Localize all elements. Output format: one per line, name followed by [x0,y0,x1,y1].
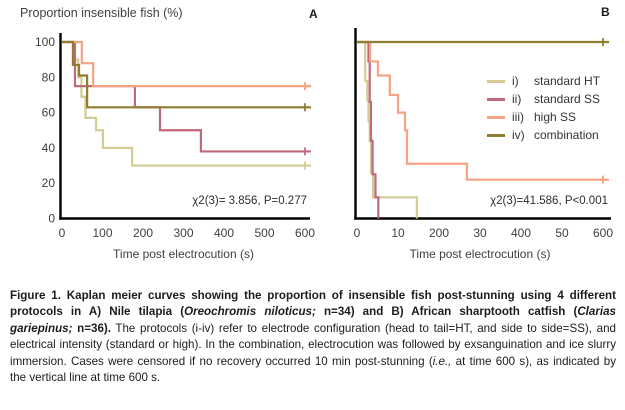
x-tick-label: 0 [59,226,66,240]
legend-prefix: i) [512,74,519,88]
censor-marker-iii-high-ss [301,82,309,91]
x-tick-label: 100 [92,226,112,240]
x-axis-title-b: Time post electrocution (s) [409,247,551,261]
x-tick-label: 300 [173,226,193,240]
censor-marker-iv-combination [599,38,607,46]
caption-bold-text: n=34) and B) African sharptooth catfish … [315,305,578,319]
x-tick-label: 600 [295,226,315,240]
y-tick-label: 80 [42,70,56,84]
caption-species-tilapia: Oreochromis niloticus; [184,305,316,319]
caption-regular-text: The protocols (i-iv) refer to electrode … [10,321,616,368]
x-tick-label: 50 [555,226,569,240]
legend-label: combination [534,128,599,142]
legend-swatch-high-ss [487,115,505,119]
x-tick-label: 200 [429,226,449,240]
caption-regular-text: at time 600 s), as indicated by the vert… [10,354,617,385]
caption-ie-abbrev: i.e., [432,354,452,368]
legend-prefix: iv) [512,128,525,142]
figure-caption: Figure 1. Kaplan meier curves showing th… [10,288,616,386]
caption-species-catfish: Clarias gariepinus; [10,305,616,335]
curve-iv-combination [62,40,311,109]
y-tick-label: 0 [48,212,55,226]
legend-item-high-ss: iii) high SS [487,108,600,126]
legend-label: high SS [534,110,577,124]
chi-square-annotation-a: χ2(3)= 3.856, P=0.277 [192,195,307,207]
censor-marker-iii-high-ss [599,175,607,184]
x-tick-label: 30 [473,226,487,240]
panel-letter-a: A [309,7,318,21]
x-axis-title-a: Time post electrocution (s) [113,247,254,261]
caption-bold-text: Figure 1. Kaplan meier curves showing th… [10,289,616,319]
x-tick-label: 10 [391,226,405,240]
y-tick-label: 40 [42,141,56,155]
y-axis-title: Proportion insensible fish (%) [20,6,183,20]
x-tick-label: 500 [254,226,274,240]
caption-bold-text: n=36). [72,321,111,335]
legend-prefix: ii) [512,92,522,106]
legend-item-standard-ss: ii) standard SS [487,90,600,108]
legend: i) standard HT ii) standard SS iii) high… [487,72,600,144]
x-tick-label: 400 [511,226,531,240]
y-tick-label: 60 [42,106,56,120]
curve-i-standard-ht [62,40,311,167]
curve-iii-high-ss [357,40,609,181]
curve-iii-high-ss [62,40,311,88]
x-tick-label: 400 [214,226,234,240]
curve-i-standard-ht [357,40,418,219]
censor-marker-ii-standard-ss [301,147,309,156]
legend-prefix: iii) [512,110,524,124]
panel-letter-b: B [601,5,610,19]
censor-marker-iv-combination [301,103,309,112]
legend-swatch-standard-ht [487,79,505,83]
censor-marker-i-standard-ht [301,161,309,170]
curve-ii-standard-ss [357,40,380,219]
legend-label: standard SS [534,92,601,106]
legend-item-standard-ht: i) standard HT [487,72,600,90]
x-tick-label: 200 [133,226,153,240]
legend-item-combination: iv) combination [487,126,600,144]
legend-label: standard HT [534,74,601,88]
legend-swatch-combination [487,133,505,137]
y-tick-label: 100 [35,35,55,49]
chi-square-annotation-b: χ2(3)=41.586, P<0.001 [490,195,608,207]
legend-swatch-standard-ss [487,97,505,101]
x-tick-label: 0 [354,226,361,240]
x-tick-label: 600 [593,226,613,240]
curve-ii-standard-ss [62,40,311,153]
y-tick-label: 20 [42,176,56,190]
